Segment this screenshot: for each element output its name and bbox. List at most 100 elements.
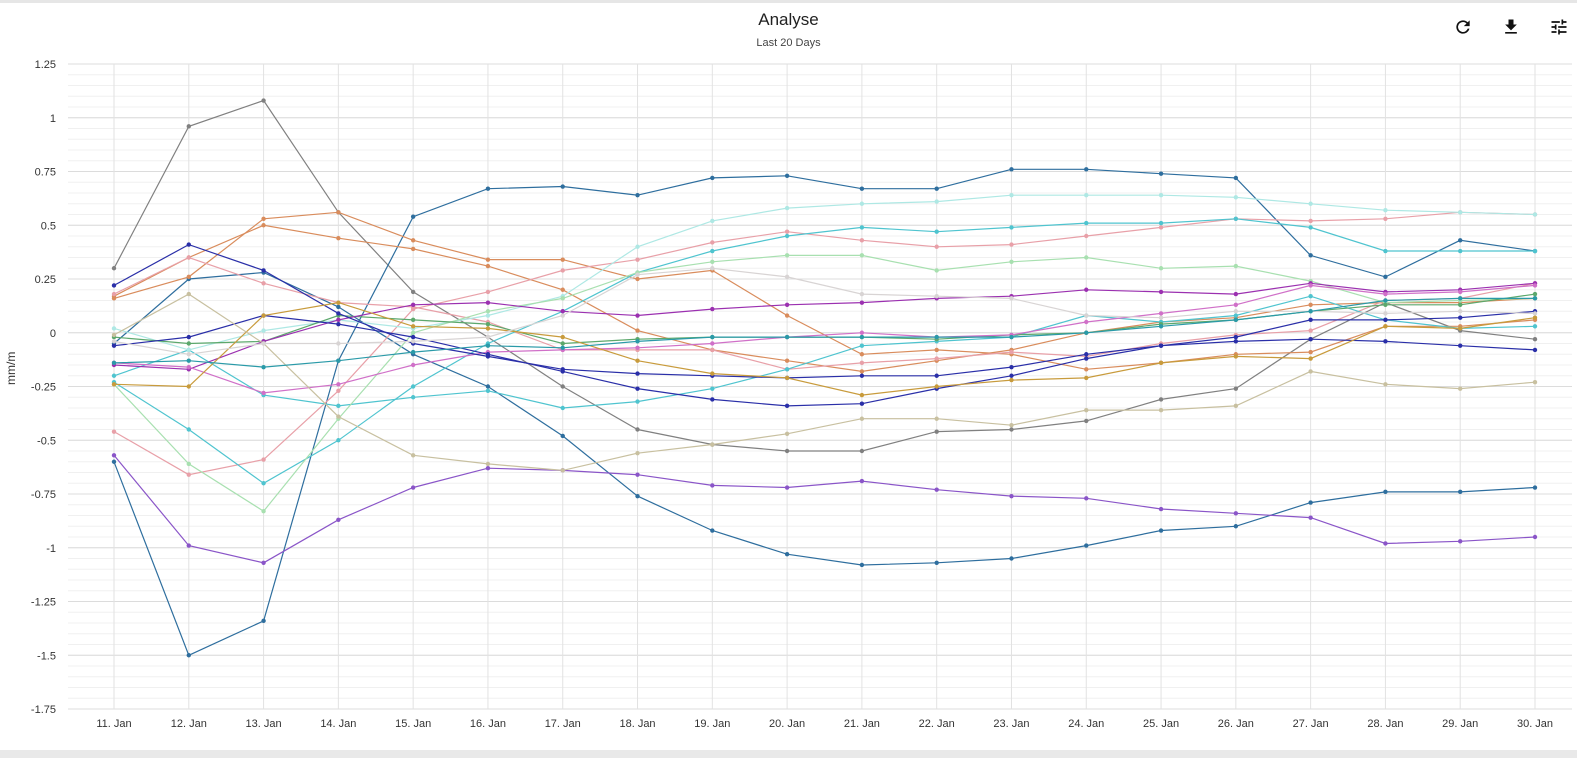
data-point (1383, 302, 1388, 307)
data-point (1233, 302, 1239, 307)
data-point (560, 345, 565, 350)
data-point (1532, 283, 1538, 288)
data-point (410, 453, 416, 458)
data-point (784, 173, 790, 178)
data-point (635, 371, 640, 376)
data-point (1158, 407, 1164, 413)
data-point (1532, 534, 1538, 540)
data-point (1158, 171, 1164, 176)
series-14 (111, 283, 1538, 396)
data-point (1084, 313, 1089, 318)
data-point (1158, 266, 1164, 271)
data-point (710, 386, 715, 391)
data-point (261, 457, 266, 462)
data-point (859, 291, 865, 297)
data-point (1532, 380, 1538, 385)
data-point (1458, 302, 1463, 307)
data-point (1233, 175, 1239, 181)
y-axis: 1.25 1 0.75 0.5 0.25 0 -0.25 -0.5 -0.75 -1 -1.25 -1… (31, 59, 1572, 716)
data-point (710, 334, 715, 340)
data-point (1383, 317, 1388, 323)
data-point (1383, 339, 1388, 344)
series-line (113, 243, 1536, 379)
data-point (859, 416, 865, 421)
x-tick-label: 27. Jan (1293, 718, 1329, 730)
data-point (710, 248, 715, 254)
data-point (1084, 192, 1089, 198)
data-point (1458, 539, 1463, 544)
data-point (635, 399, 640, 404)
data-point (1383, 298, 1388, 303)
series-1 (111, 98, 1538, 454)
data-point (485, 352, 491, 357)
data-point (1458, 296, 1463, 301)
data-point (111, 266, 117, 271)
x-tick-label: 17. Jan (545, 718, 581, 730)
data-point (784, 233, 790, 239)
data-point (186, 242, 191, 247)
data-point (186, 653, 191, 658)
data-point (485, 300, 491, 305)
refresh-button[interactable] (1450, 14, 1476, 40)
x-tick-label: 25. Jan (1143, 718, 1179, 730)
data-point (934, 416, 939, 421)
data-point (1458, 489, 1463, 495)
data-point (934, 347, 939, 353)
data-point (859, 186, 865, 191)
sliders-icon (1551, 19, 1567, 35)
data-point (111, 339, 117, 344)
data-point (635, 339, 640, 344)
data-point (111, 296, 117, 301)
data-point (1233, 334, 1239, 340)
data-point (1158, 324, 1164, 329)
data-point (1383, 382, 1388, 387)
data-point (784, 367, 790, 372)
data-point (934, 268, 939, 273)
data-point (186, 274, 191, 280)
data-point (1009, 364, 1014, 370)
data-point (859, 253, 865, 258)
download-button[interactable] (1498, 14, 1524, 40)
data-point (1532, 248, 1538, 254)
series-line (113, 297, 1535, 368)
data-point (1158, 528, 1164, 533)
data-point (1532, 291, 1538, 297)
data-point (261, 509, 266, 514)
x-tick-label: 20. Jan (769, 718, 805, 730)
series-line (113, 271, 1536, 566)
data-point (1233, 386, 1239, 391)
data-point (1308, 253, 1313, 258)
data-point (784, 431, 790, 436)
data-point (1009, 259, 1014, 264)
data-point (186, 461, 191, 467)
data-point (1383, 489, 1388, 495)
data-point (336, 403, 341, 409)
data-point (1383, 208, 1388, 213)
data-point (1233, 216, 1239, 221)
data-point (336, 235, 341, 241)
data-point (1009, 349, 1014, 355)
data-point (859, 300, 865, 305)
data-point (1308, 317, 1313, 323)
data-point (710, 347, 715, 353)
data-point (186, 347, 191, 353)
y-tick-label: -0.75 (31, 489, 56, 501)
data-point (1084, 167, 1089, 172)
data-point (1009, 242, 1014, 247)
data-point (1233, 195, 1239, 200)
x-tick-label: 23. Jan (993, 718, 1029, 730)
data-point (1158, 192, 1164, 198)
data-point (410, 317, 416, 323)
data-point (485, 384, 491, 389)
data-point (859, 392, 865, 398)
data-point (410, 246, 416, 252)
data-point (635, 493, 640, 499)
data-point (336, 382, 341, 387)
data-point (485, 186, 491, 191)
series-line (113, 211, 1536, 476)
data-point (560, 257, 565, 262)
data-point (560, 405, 565, 411)
settings-button[interactable] (1546, 14, 1572, 40)
data-point (336, 300, 341, 305)
data-point (1308, 356, 1313, 361)
